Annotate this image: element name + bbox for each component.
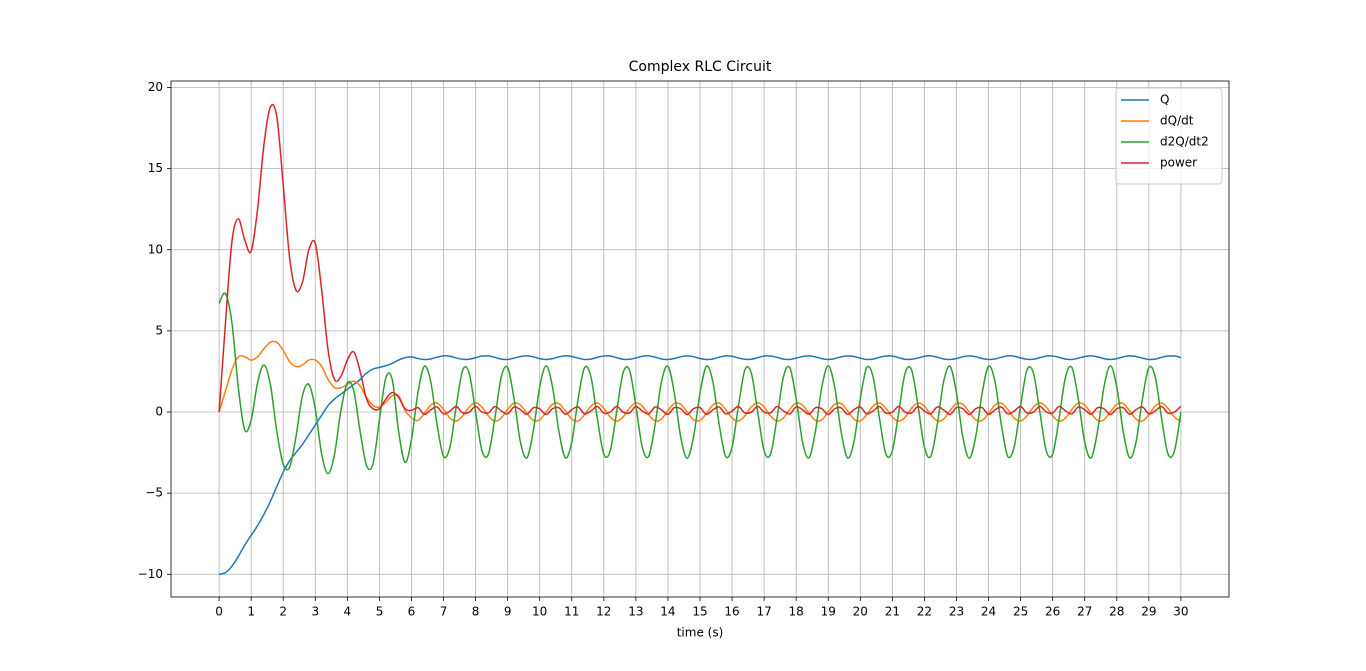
x-axis-label: time (s) — [677, 626, 724, 640]
x-tick-label: 18 — [789, 605, 804, 619]
x-tick-label: 13 — [628, 605, 643, 619]
legend-box — [1115, 87, 1223, 185]
plot-lines — [218, 103, 1182, 576]
y-tick-label: −10 — [138, 567, 163, 581]
x-tick-label: 14 — [660, 605, 675, 619]
legend-label: d2Q/dt2 — [1160, 135, 1209, 149]
x-tick-label: 25 — [1013, 605, 1028, 619]
x-tick-label: 0 — [215, 605, 223, 619]
x-tick-label: 22 — [917, 605, 932, 619]
y-tick-label: 0 — [155, 405, 163, 419]
series-line — [218, 340, 1182, 423]
x-tick-label: 8 — [472, 605, 480, 619]
y-tick-label: 10 — [148, 242, 163, 256]
x-tick-label: 4 — [344, 605, 352, 619]
x-tick-label: 16 — [724, 605, 739, 619]
x-tick-label: 3 — [311, 605, 319, 619]
x-tick-label: 17 — [756, 605, 771, 619]
x-tick-label: 15 — [692, 605, 707, 619]
legend-label: power — [1160, 156, 1197, 170]
series-line — [218, 355, 1182, 576]
legend: QdQ/dt d2Q/dt2 power — [1115, 87, 1223, 185]
ticks: 0 1 2 3 4 5 6 7 8 9 10 11 12 13 14 15 16 17 18 19 20 21 22 23 24… — [138, 80, 1189, 619]
x-tick-label: 20 — [853, 605, 868, 619]
x-tick-label: 2 — [279, 605, 287, 619]
x-tick-label: 28 — [1109, 605, 1124, 619]
legend-label: dQ/dt — [1160, 114, 1194, 128]
series-line — [218, 292, 1182, 475]
x-tick-label: 27 — [1077, 605, 1092, 619]
x-tick-label: 24 — [981, 605, 996, 619]
x-tick-label: 6 — [408, 605, 416, 619]
y-tick-label: −5 — [145, 486, 163, 500]
x-tick-label: 29 — [1141, 605, 1156, 619]
x-tick-label: 5 — [376, 605, 384, 619]
x-tick-label: 11 — [564, 605, 579, 619]
legend-label: Q — [1160, 93, 1169, 107]
x-tick-label: 7 — [440, 605, 448, 619]
x-tick-label: 12 — [596, 605, 611, 619]
x-tick-label: 1 — [247, 605, 255, 619]
y-tick-label: 15 — [148, 161, 163, 175]
x-tick-label: 9 — [504, 605, 512, 619]
x-tick-label: 19 — [821, 605, 836, 619]
y-tick-label: 5 — [155, 323, 163, 337]
x-tick-label: 26 — [1045, 605, 1060, 619]
x-tick-label: 10 — [532, 605, 547, 619]
chart-title: Complex RLC Circuit — [629, 59, 772, 75]
x-tick-label: 30 — [1173, 605, 1188, 619]
x-tick-label: 23 — [949, 605, 964, 619]
y-tick-label: 20 — [148, 80, 163, 94]
series-line — [218, 103, 1182, 416]
x-tick-label: 21 — [885, 605, 900, 619]
grid — [171, 81, 1229, 597]
